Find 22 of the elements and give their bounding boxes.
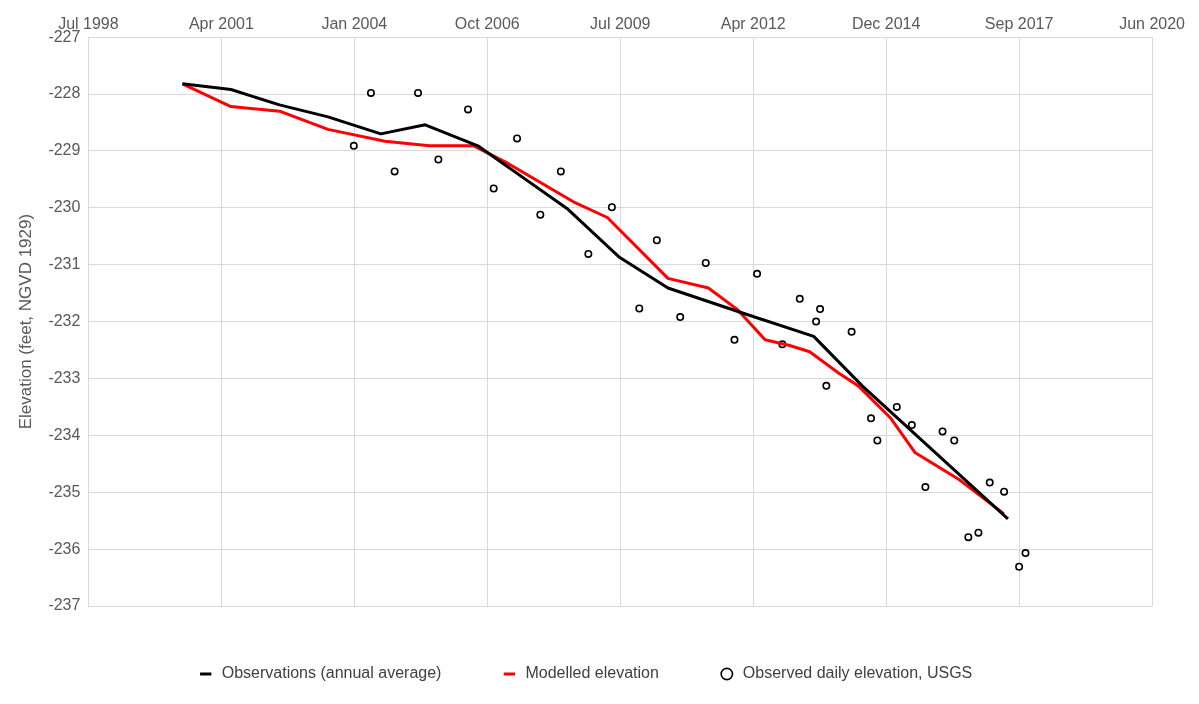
y-axis-title: Elevation (feet, NGVD 1929) bbox=[15, 213, 35, 430]
y-tick-label: -234 bbox=[48, 425, 81, 443]
y-tick-label: -237 bbox=[48, 596, 81, 614]
x-tick-label: Sep 2017 bbox=[984, 15, 1054, 33]
y-tick-label: -228 bbox=[48, 84, 81, 102]
y-tick-label: -236 bbox=[48, 539, 81, 557]
legend-label: Observed daily elevation, USGS bbox=[742, 664, 973, 682]
y-tick-label: -229 bbox=[48, 141, 81, 159]
legend-label: Observations (annual average) bbox=[221, 664, 442, 682]
y-tick-label: -235 bbox=[48, 482, 81, 500]
y-tick-label: -231 bbox=[48, 255, 81, 273]
x-tick-label: Dec 2014 bbox=[851, 15, 921, 33]
x-tick-label: Apr 2001 bbox=[188, 15, 254, 33]
y-tick-label: -230 bbox=[48, 198, 81, 216]
legend-label: Modelled elevation bbox=[525, 664, 659, 682]
y-tick-label: -232 bbox=[48, 312, 81, 330]
x-tick-label: Jun 2020 bbox=[1119, 15, 1186, 33]
x-tick-label: Jul 2009 bbox=[590, 15, 651, 33]
x-tick-label: Jan 2004 bbox=[321, 15, 388, 33]
x-tick-label: Apr 2012 bbox=[720, 15, 786, 33]
y-tick-label: -233 bbox=[48, 368, 81, 386]
x-tick-label: Oct 2006 bbox=[454, 15, 520, 33]
